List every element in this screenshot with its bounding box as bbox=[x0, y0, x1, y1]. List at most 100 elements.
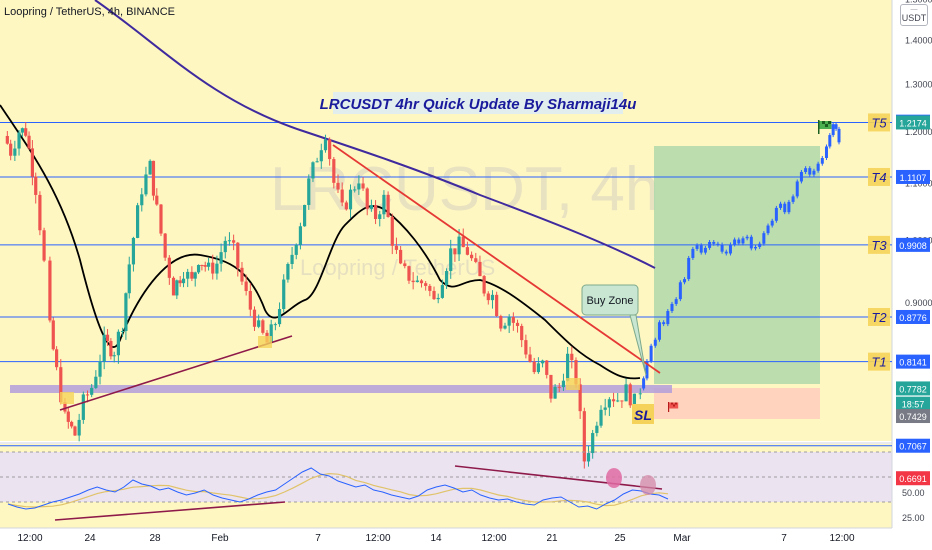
candle-body bbox=[186, 271, 190, 279]
candle-body bbox=[428, 285, 432, 291]
rsi-highlight bbox=[606, 468, 622, 488]
projection-candle bbox=[783, 203, 787, 213]
price-label-box bbox=[896, 438, 930, 453]
time-tick: 7 bbox=[781, 533, 787, 544]
time-tick: 21 bbox=[546, 533, 558, 544]
price-label: 0.9908 bbox=[899, 241, 927, 251]
candle-body bbox=[486, 293, 490, 301]
projection-layer bbox=[642, 122, 841, 391]
projection-candle bbox=[724, 251, 728, 254]
candle-body bbox=[27, 135, 31, 149]
currency-badge[interactable]: — USDT bbox=[900, 4, 928, 26]
candle-body bbox=[155, 195, 159, 205]
candle-body bbox=[38, 194, 42, 231]
candle-body bbox=[603, 407, 607, 410]
candle-body bbox=[595, 425, 599, 434]
ascending-trendline bbox=[59, 335, 293, 411]
candle-body bbox=[124, 293, 128, 332]
candle-body bbox=[181, 278, 186, 284]
candle-body bbox=[628, 384, 632, 406]
projection-candle bbox=[816, 163, 820, 171]
projection-candle bbox=[645, 361, 649, 379]
projection-candle bbox=[787, 201, 791, 213]
candle-body bbox=[298, 226, 303, 245]
target-label-box bbox=[868, 113, 890, 132]
candle-body bbox=[215, 263, 219, 274]
target-zone bbox=[654, 146, 820, 384]
time-tick: 25 bbox=[614, 533, 626, 544]
projection-candle bbox=[683, 279, 687, 283]
candle-body bbox=[70, 421, 74, 427]
rsi-divergence-line bbox=[454, 465, 663, 490]
candle-body bbox=[73, 426, 77, 436]
candle-body bbox=[549, 374, 553, 399]
time-tick: 14 bbox=[430, 533, 442, 544]
projection-candle bbox=[649, 345, 653, 362]
candle-body bbox=[591, 433, 595, 454]
candle-body bbox=[227, 240, 232, 242]
price-axis[interactable]: 1.50001.40001.30001.20001.10001.00000.90… bbox=[896, 0, 932, 486]
candle-body bbox=[286, 264, 290, 280]
candle-body bbox=[9, 143, 13, 156]
rsi-tick: 25.00 bbox=[902, 513, 925, 523]
rsi-tick: 50.00 bbox=[902, 488, 925, 498]
candle-body bbox=[193, 272, 197, 279]
candle-body bbox=[461, 236, 465, 248]
target-label: T3 bbox=[871, 238, 887, 253]
candle-body bbox=[638, 393, 642, 395]
candle-body bbox=[175, 280, 179, 296]
candle-body bbox=[365, 188, 369, 209]
candle-body bbox=[561, 380, 566, 388]
candle-body bbox=[465, 247, 470, 255]
projection-candle bbox=[712, 241, 716, 244]
projection-candle bbox=[828, 135, 832, 147]
currency-badge-top: — bbox=[910, 6, 918, 13]
candle-body bbox=[30, 148, 34, 177]
candle-body bbox=[540, 360, 545, 364]
candle-body bbox=[307, 178, 311, 205]
projection-candle bbox=[774, 207, 778, 221]
price-label-box bbox=[896, 115, 930, 130]
red-flag-icon bbox=[668, 402, 679, 412]
target-label-box bbox=[868, 167, 890, 186]
highlight-box bbox=[60, 392, 74, 404]
candle-body bbox=[273, 324, 277, 326]
candle-body bbox=[42, 230, 46, 261]
price-label-box bbox=[896, 237, 930, 252]
time-tick: 12:00 bbox=[829, 533, 854, 544]
candle-body bbox=[482, 276, 486, 294]
sl-label-box bbox=[632, 404, 654, 424]
candle-body bbox=[344, 202, 348, 210]
candle-body bbox=[167, 257, 171, 278]
candle-body bbox=[211, 262, 215, 274]
candle-body bbox=[348, 189, 353, 210]
stop-zone bbox=[654, 388, 820, 419]
candle-body bbox=[436, 297, 440, 300]
symbol-header[interactable]: Loopring / TetherUS, 4h, BINANCE bbox=[4, 6, 175, 18]
candle-body bbox=[105, 334, 110, 341]
candle-body bbox=[515, 322, 520, 326]
candle-body bbox=[303, 204, 307, 227]
projection-candle bbox=[779, 203, 783, 208]
projection-candle bbox=[662, 322, 666, 325]
rsi-highlight bbox=[640, 475, 656, 495]
candle-body bbox=[357, 183, 361, 190]
projection-candle bbox=[749, 236, 753, 249]
candle-body bbox=[340, 189, 344, 203]
price-label: 0.8776 bbox=[899, 313, 927, 323]
time-axis[interactable]: 12:00 24 28 Feb 7 12:00 14 12:00 21 25 Mar 7 12:00 bbox=[17, 533, 854, 544]
candle-body bbox=[411, 280, 415, 283]
candle-body bbox=[55, 349, 59, 368]
projection-candle bbox=[708, 241, 712, 248]
candle-body bbox=[257, 320, 261, 327]
candle-body bbox=[159, 204, 163, 234]
candle-body bbox=[282, 279, 286, 309]
candle-body bbox=[244, 281, 248, 291]
projection-candle bbox=[831, 124, 835, 136]
green-flag-icon bbox=[818, 120, 832, 134]
candle-body bbox=[474, 258, 478, 262]
projection-candle bbox=[824, 146, 828, 159]
price-label: 0.7782 bbox=[899, 384, 927, 394]
